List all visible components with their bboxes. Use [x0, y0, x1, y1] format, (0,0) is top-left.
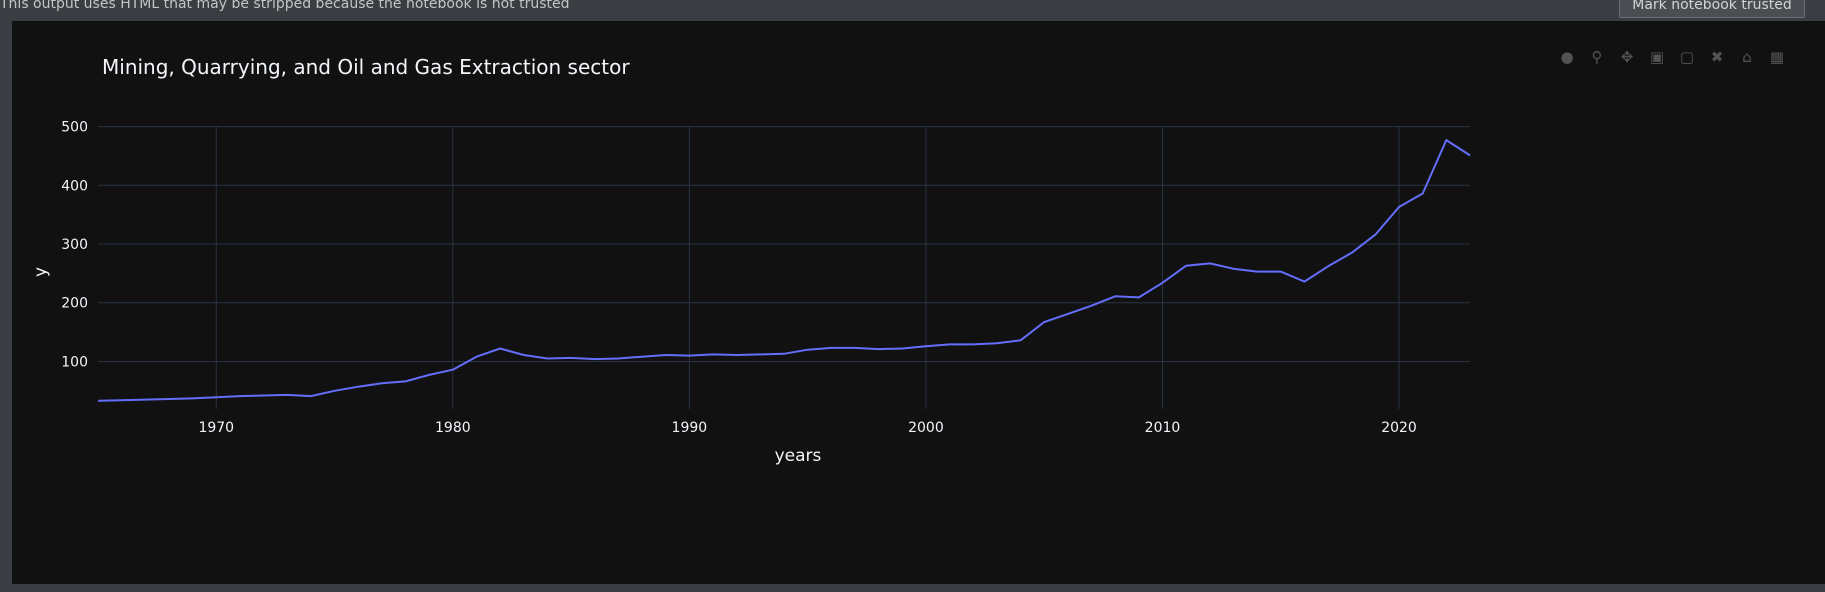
x-tick-label: 1990 [672, 420, 708, 436]
x-tick-label: 1970 [198, 420, 234, 436]
series-layer [94, 136, 1474, 405]
data-point[interactable] [1348, 249, 1356, 257]
data-point[interactable] [946, 340, 954, 348]
data-point[interactable] [354, 383, 362, 391]
data-point[interactable] [1017, 336, 1025, 344]
data-point[interactable] [189, 394, 197, 402]
data-point[interactable] [1300, 278, 1308, 286]
data-point[interactable] [236, 392, 244, 400]
data-point[interactable] [331, 387, 339, 395]
data-point[interactable] [1442, 136, 1450, 144]
data-point[interactable] [591, 355, 599, 363]
data-point[interactable] [567, 354, 575, 362]
plot-panel: ● ⚲ ✥ ▣ ▢ ✖ ⌂ ▦ Mining, Quarrying, and O… [12, 21, 1825, 584]
data-point[interactable] [1135, 293, 1143, 301]
data-point[interactable] [1040, 318, 1048, 326]
data-point[interactable] [898, 345, 906, 353]
y-tick-label: 400 [61, 178, 88, 194]
data-point[interactable] [827, 344, 835, 352]
data-point[interactable] [638, 353, 646, 361]
data-point[interactable] [1371, 231, 1379, 239]
grid-layer [98, 126, 1470, 409]
data-point[interactable] [614, 355, 622, 363]
trust-notice-bar: This output uses HTML that may be stripp… [0, 0, 1825, 21]
data-point[interactable] [685, 352, 693, 360]
line-chart: Mining, Quarrying, and Oil and Gas Extra… [31, 55, 1474, 466]
data-point[interactable] [1324, 262, 1332, 270]
autoscale-icon[interactable]: ✖ [1710, 48, 1724, 66]
data-point[interactable] [993, 339, 1001, 347]
data-point[interactable] [1277, 268, 1285, 276]
data-point[interactable] [496, 345, 504, 353]
data-point[interactable] [851, 344, 859, 352]
data-point[interactable] [1466, 151, 1474, 159]
data-point[interactable] [283, 391, 291, 399]
mark-trusted-button[interactable]: Mark notebook trusted [1619, 0, 1805, 18]
home-icon[interactable]: ⌂ [1742, 48, 1752, 66]
y-tick-label: 500 [61, 120, 88, 136]
trust-notice-text: This output uses HTML that may be stripp… [0, 0, 570, 12]
camera-icon[interactable]: ● [1560, 48, 1574, 66]
y-axis-label: y [31, 267, 51, 277]
data-point[interactable] [449, 366, 457, 374]
y-tick-label: 100 [61, 354, 88, 370]
data-point[interactable] [520, 351, 528, 359]
data-point[interactable] [1395, 203, 1403, 211]
data-point[interactable] [756, 350, 764, 358]
x-axis-label: years [775, 446, 822, 466]
data-point[interactable] [402, 377, 410, 385]
data-point[interactable] [780, 350, 788, 358]
data-point[interactable] [212, 393, 220, 401]
data-point[interactable] [875, 345, 883, 353]
y-tick-label: 200 [61, 296, 88, 312]
x-tick-label: 2000 [908, 420, 944, 436]
data-point[interactable] [543, 355, 551, 363]
data-point[interactable] [1229, 265, 1237, 273]
data-point[interactable] [425, 371, 433, 379]
data-point[interactable] [662, 351, 670, 359]
x-tick-label: 2010 [1145, 420, 1181, 436]
x-tick-label: 1980 [435, 420, 471, 436]
data-point[interactable] [1206, 259, 1214, 267]
zoom-icon[interactable]: ⚲ [1591, 48, 1603, 66]
plotly-logo-icon[interactable]: ▦ [1769, 48, 1785, 66]
tick-labels: 100 200 300 400 500 1970 1980 1990 2000 2010 2020 [61, 120, 1417, 436]
data-point[interactable] [922, 342, 930, 350]
y-tick-label: 300 [61, 237, 88, 253]
data-point[interactable] [118, 396, 126, 404]
data-point[interactable] [804, 346, 812, 354]
data-point[interactable] [1088, 302, 1096, 310]
data-point[interactable] [307, 392, 315, 400]
data-point[interactable] [1064, 310, 1072, 318]
zoom-in-icon[interactable]: ▣ [1649, 48, 1665, 66]
data-point[interactable] [260, 391, 268, 399]
data-point[interactable] [1111, 292, 1119, 300]
data-point[interactable] [733, 351, 741, 359]
data-point[interactable] [1182, 262, 1190, 270]
pan-icon[interactable]: ✥ [1620, 48, 1634, 66]
chart-title: Mining, Quarrying, and Oil and Gas Extra… [102, 55, 630, 79]
data-point[interactable] [1158, 279, 1166, 287]
data-point[interactable] [165, 395, 173, 403]
data-point[interactable] [1419, 190, 1427, 198]
data-point[interactable] [969, 340, 977, 348]
x-tick-label: 2020 [1381, 420, 1417, 436]
data-point[interactable] [141, 396, 149, 404]
zoom-out-icon[interactable]: ▢ [1679, 48, 1695, 66]
plot-modebar: ● ⚲ ✥ ▣ ▢ ✖ ⌂ ▦ [1552, 47, 1792, 67]
data-point[interactable] [472, 353, 480, 361]
data-point[interactable] [94, 397, 102, 405]
data-point[interactable] [709, 350, 717, 358]
data-point[interactable] [1253, 268, 1261, 276]
data-point[interactable] [378, 379, 386, 387]
series-line [97, 139, 1471, 402]
